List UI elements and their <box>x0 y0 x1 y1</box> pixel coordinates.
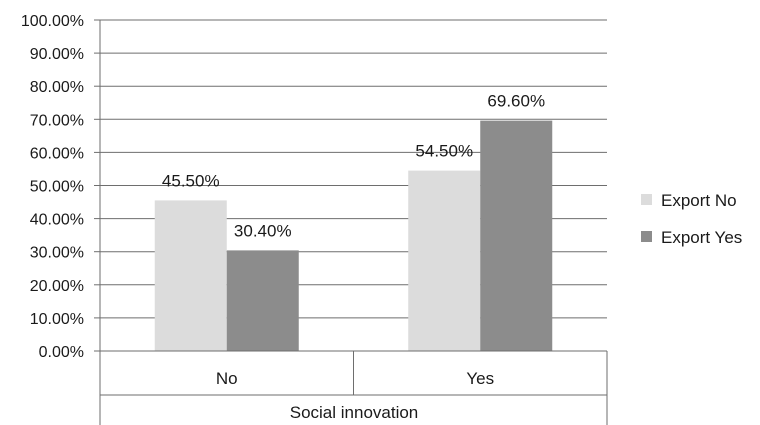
category-label: No <box>216 369 238 388</box>
data-label: 45.50% <box>162 171 220 190</box>
legend-label: Export Yes <box>661 228 742 247</box>
y-tick-label: 0.00% <box>39 344 84 361</box>
y-tick-label: 30.00% <box>30 245 84 262</box>
y-tick-label: 40.00% <box>30 212 84 229</box>
bar <box>154 200 227 351</box>
legend-swatch <box>641 194 652 205</box>
data-labels: 45.50% 30.40% 54.50% 69.60% <box>162 92 545 241</box>
data-label: 69.60% <box>487 92 545 111</box>
bars <box>154 120 553 352</box>
y-tick-label: 80.00% <box>30 79 84 96</box>
data-label: 54.50% <box>415 142 473 161</box>
category-label: Yes <box>466 369 494 388</box>
y-tick-label: 100.00% <box>21 13 84 30</box>
group-label: Social innovation <box>290 403 419 422</box>
y-tick-label: 10.00% <box>30 311 84 328</box>
category-labels: No Yes <box>216 369 494 388</box>
axes <box>94 19 608 425</box>
y-tick-label: 70.00% <box>30 112 84 129</box>
y-tick-label: 60.00% <box>30 145 84 162</box>
legend: Export No Export Yes <box>641 191 742 247</box>
data-label: 30.40% <box>234 221 292 240</box>
y-axis-ticks: 0.00% 10.00% 20.00% 30.00% 40.00% 50.00% 60.00… <box>21 13 84 361</box>
legend-swatch <box>641 231 652 242</box>
bar <box>226 250 299 351</box>
y-tick-label: 50.00% <box>30 179 84 196</box>
bar <box>480 120 553 352</box>
legend-label: Export No <box>661 191 737 210</box>
bar <box>408 170 481 351</box>
y-tick-label: 90.00% <box>30 46 84 63</box>
y-tick-label: 20.00% <box>30 278 84 295</box>
